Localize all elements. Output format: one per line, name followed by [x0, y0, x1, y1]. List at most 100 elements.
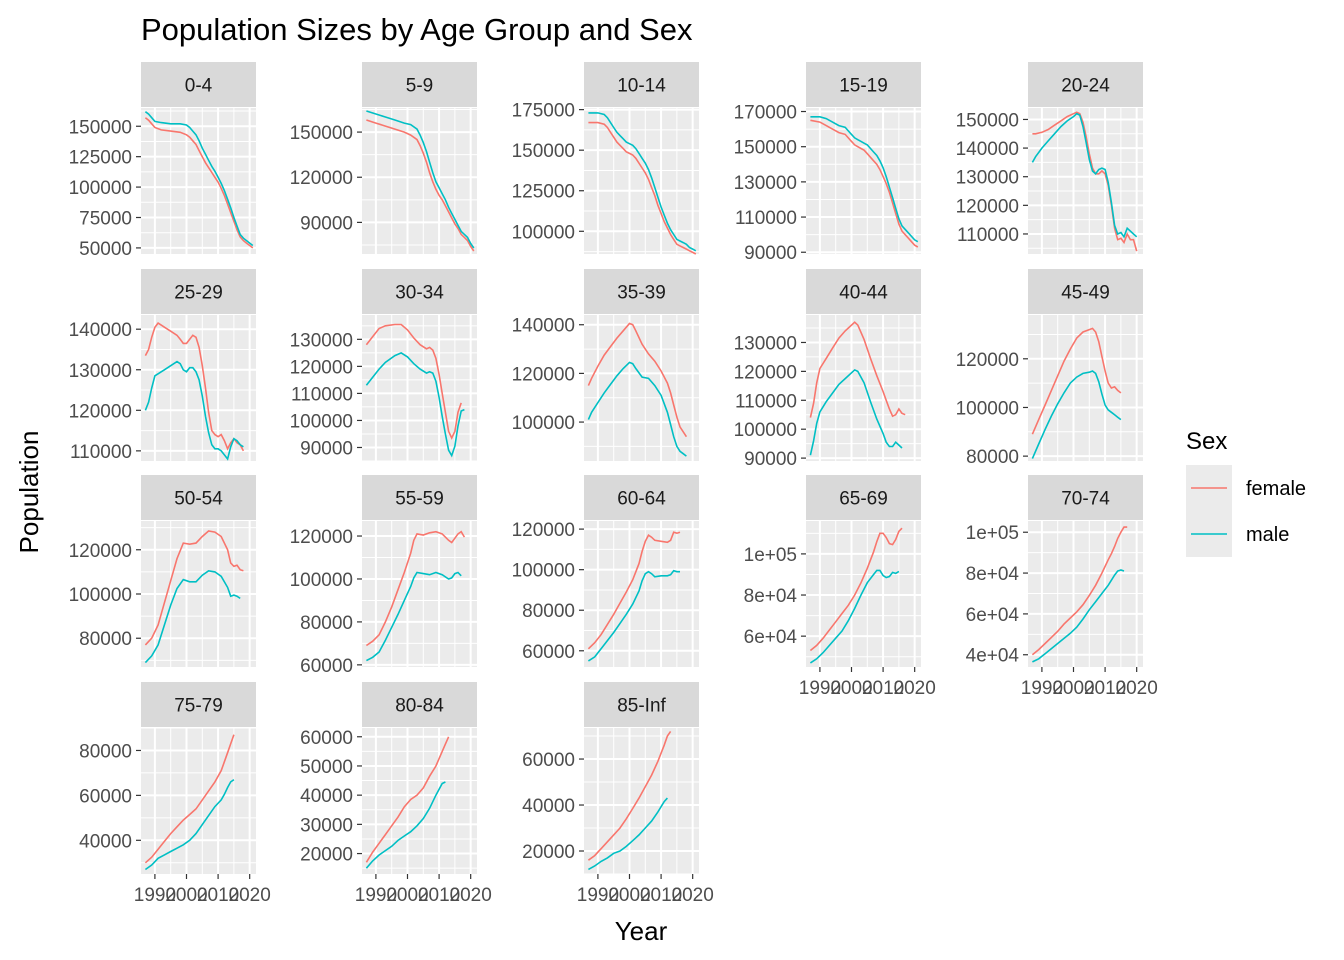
x-tick-label: 2000	[830, 678, 872, 699]
y-tick-label: 20000	[522, 842, 575, 863]
facet-strip	[362, 682, 477, 727]
legend: Sex female male	[1186, 428, 1306, 557]
series-line-female	[809, 321, 906, 418]
series-line-female	[144, 322, 245, 452]
facet-panel: 40-44 90000 100000 110000 120000 130000	[734, 269, 921, 470]
y-tick-label: 100000	[734, 420, 797, 441]
y-tick-label: 90000	[744, 243, 797, 264]
series-line-female	[365, 530, 466, 647]
facet-panel: 60-64 60000 80000 100000 120000	[512, 475, 699, 667]
series-line-male	[144, 569, 241, 664]
y-tick-label: 150000	[956, 110, 1019, 131]
x-tick-label: 2010	[640, 885, 682, 906]
y-tick-label: 130000	[69, 361, 132, 382]
chart-title: Population Sizes by Age Group and Sex	[141, 12, 693, 47]
facet-label: 55-59	[395, 489, 444, 510]
y-tick-label: 6e+04	[744, 627, 798, 648]
facet-strip	[141, 475, 256, 520]
y-tick-label: 100000	[512, 413, 575, 434]
series-line-male	[587, 361, 687, 457]
panel-background	[1028, 521, 1143, 667]
facet-strip	[584, 62, 699, 107]
y-tick-label: 30000	[300, 815, 353, 836]
facet-panel: 50-54 80000 100000 120000	[69, 475, 256, 667]
series-line-female	[809, 527, 903, 652]
facet-strip	[1028, 269, 1143, 314]
y-tick-label: 140000	[512, 316, 575, 337]
panel-background	[584, 315, 699, 461]
series-line-male	[144, 779, 235, 871]
facet-label: 60-64	[617, 489, 666, 510]
x-tick-label: 1990	[355, 885, 397, 906]
series-line-female	[1031, 327, 1122, 435]
y-tick-label: 40000	[522, 796, 575, 817]
y-tick-label: 80000	[79, 741, 132, 762]
facet-label: 5-9	[406, 76, 433, 97]
x-tick-label: 2010	[418, 885, 460, 906]
y-tick-label: 40000	[300, 786, 353, 807]
facet-panel: 5-9 90000 120000 150000	[290, 62, 477, 254]
y-tick-label: 120000	[69, 541, 132, 562]
y-tick-label: 120000	[512, 520, 575, 541]
x-tick-label: 2020	[1116, 678, 1158, 699]
y-tick-label: 80000	[79, 629, 132, 650]
x-tick-label: 2000	[165, 885, 207, 906]
facet-panel: 45-49 80000 100000 120000	[956, 269, 1143, 468]
panel-background	[584, 108, 699, 254]
y-tick-label: 6e+04	[966, 605, 1020, 626]
series-line-male	[587, 569, 680, 662]
y-tick-label: 80000	[966, 447, 1019, 468]
y-tick-label: 8e+04	[744, 586, 798, 607]
panel-background	[362, 521, 477, 667]
y-tick-label: 20000	[300, 845, 353, 866]
y-tick-label: 90000	[300, 213, 353, 234]
y-tick-label: 100000	[290, 570, 353, 591]
facet-label: 80-84	[395, 696, 444, 717]
panel-background	[1028, 315, 1143, 461]
facet-label: 30-34	[395, 283, 444, 304]
x-tick-label: 2020	[450, 885, 492, 906]
legend-entry-label: female	[1246, 478, 1306, 500]
y-tick-label: 40000	[79, 831, 132, 852]
facet-label: 75-79	[174, 696, 223, 717]
series-line-male	[588, 112, 697, 252]
x-tick-label: 2020	[894, 678, 936, 699]
y-tick-label: 110000	[291, 384, 353, 405]
y-tick-label: 1e+05	[744, 545, 797, 566]
y-tick-label: 75000	[79, 209, 132, 230]
series-line-male	[809, 368, 903, 456]
y-tick-label: 130000	[290, 330, 353, 351]
facet-panel: 70-74 4e+04 6e+04 8e+04 1e+05 199020002010202…	[966, 475, 1158, 699]
facet-strip	[362, 269, 477, 314]
y-tick-label: 60000	[300, 728, 353, 749]
y-tick-label: 100000	[69, 178, 132, 199]
y-tick-label: 120000	[290, 357, 353, 378]
y-tick-label: 50000	[79, 239, 132, 260]
facet-strip	[362, 62, 477, 107]
facet-strip	[806, 475, 921, 520]
facet-label: 45-49	[1061, 283, 1110, 304]
y-tick-label: 130000	[734, 333, 797, 354]
series-line-male	[365, 781, 446, 869]
y-tick-label: 120000	[956, 196, 1019, 217]
y-tick-label: 110000	[735, 391, 797, 412]
panel-background	[584, 521, 699, 667]
legend-entry-label: male	[1246, 524, 1289, 546]
facet-panels: 0-450000750001000001250001500005-9900001…	[69, 62, 1158, 906]
y-tick-label: 120000	[290, 168, 353, 189]
y-axis-title: Population	[14, 431, 44, 554]
legend-title: Sex	[1186, 428, 1227, 455]
x-tick-label: 2000	[608, 885, 650, 906]
facet-panel: 35-39 100000 120000 140000	[512, 269, 699, 461]
series-line-female	[1031, 526, 1128, 656]
series-line-male	[144, 360, 244, 461]
series-line-female	[588, 121, 697, 255]
y-tick-label: 8e+04	[966, 564, 1020, 585]
series-line-male	[366, 110, 475, 249]
y-tick-label: 150000	[290, 123, 353, 144]
y-tick-label: 150000	[512, 141, 575, 162]
facet-label: 0-4	[185, 76, 213, 97]
series-line-female	[144, 734, 235, 864]
